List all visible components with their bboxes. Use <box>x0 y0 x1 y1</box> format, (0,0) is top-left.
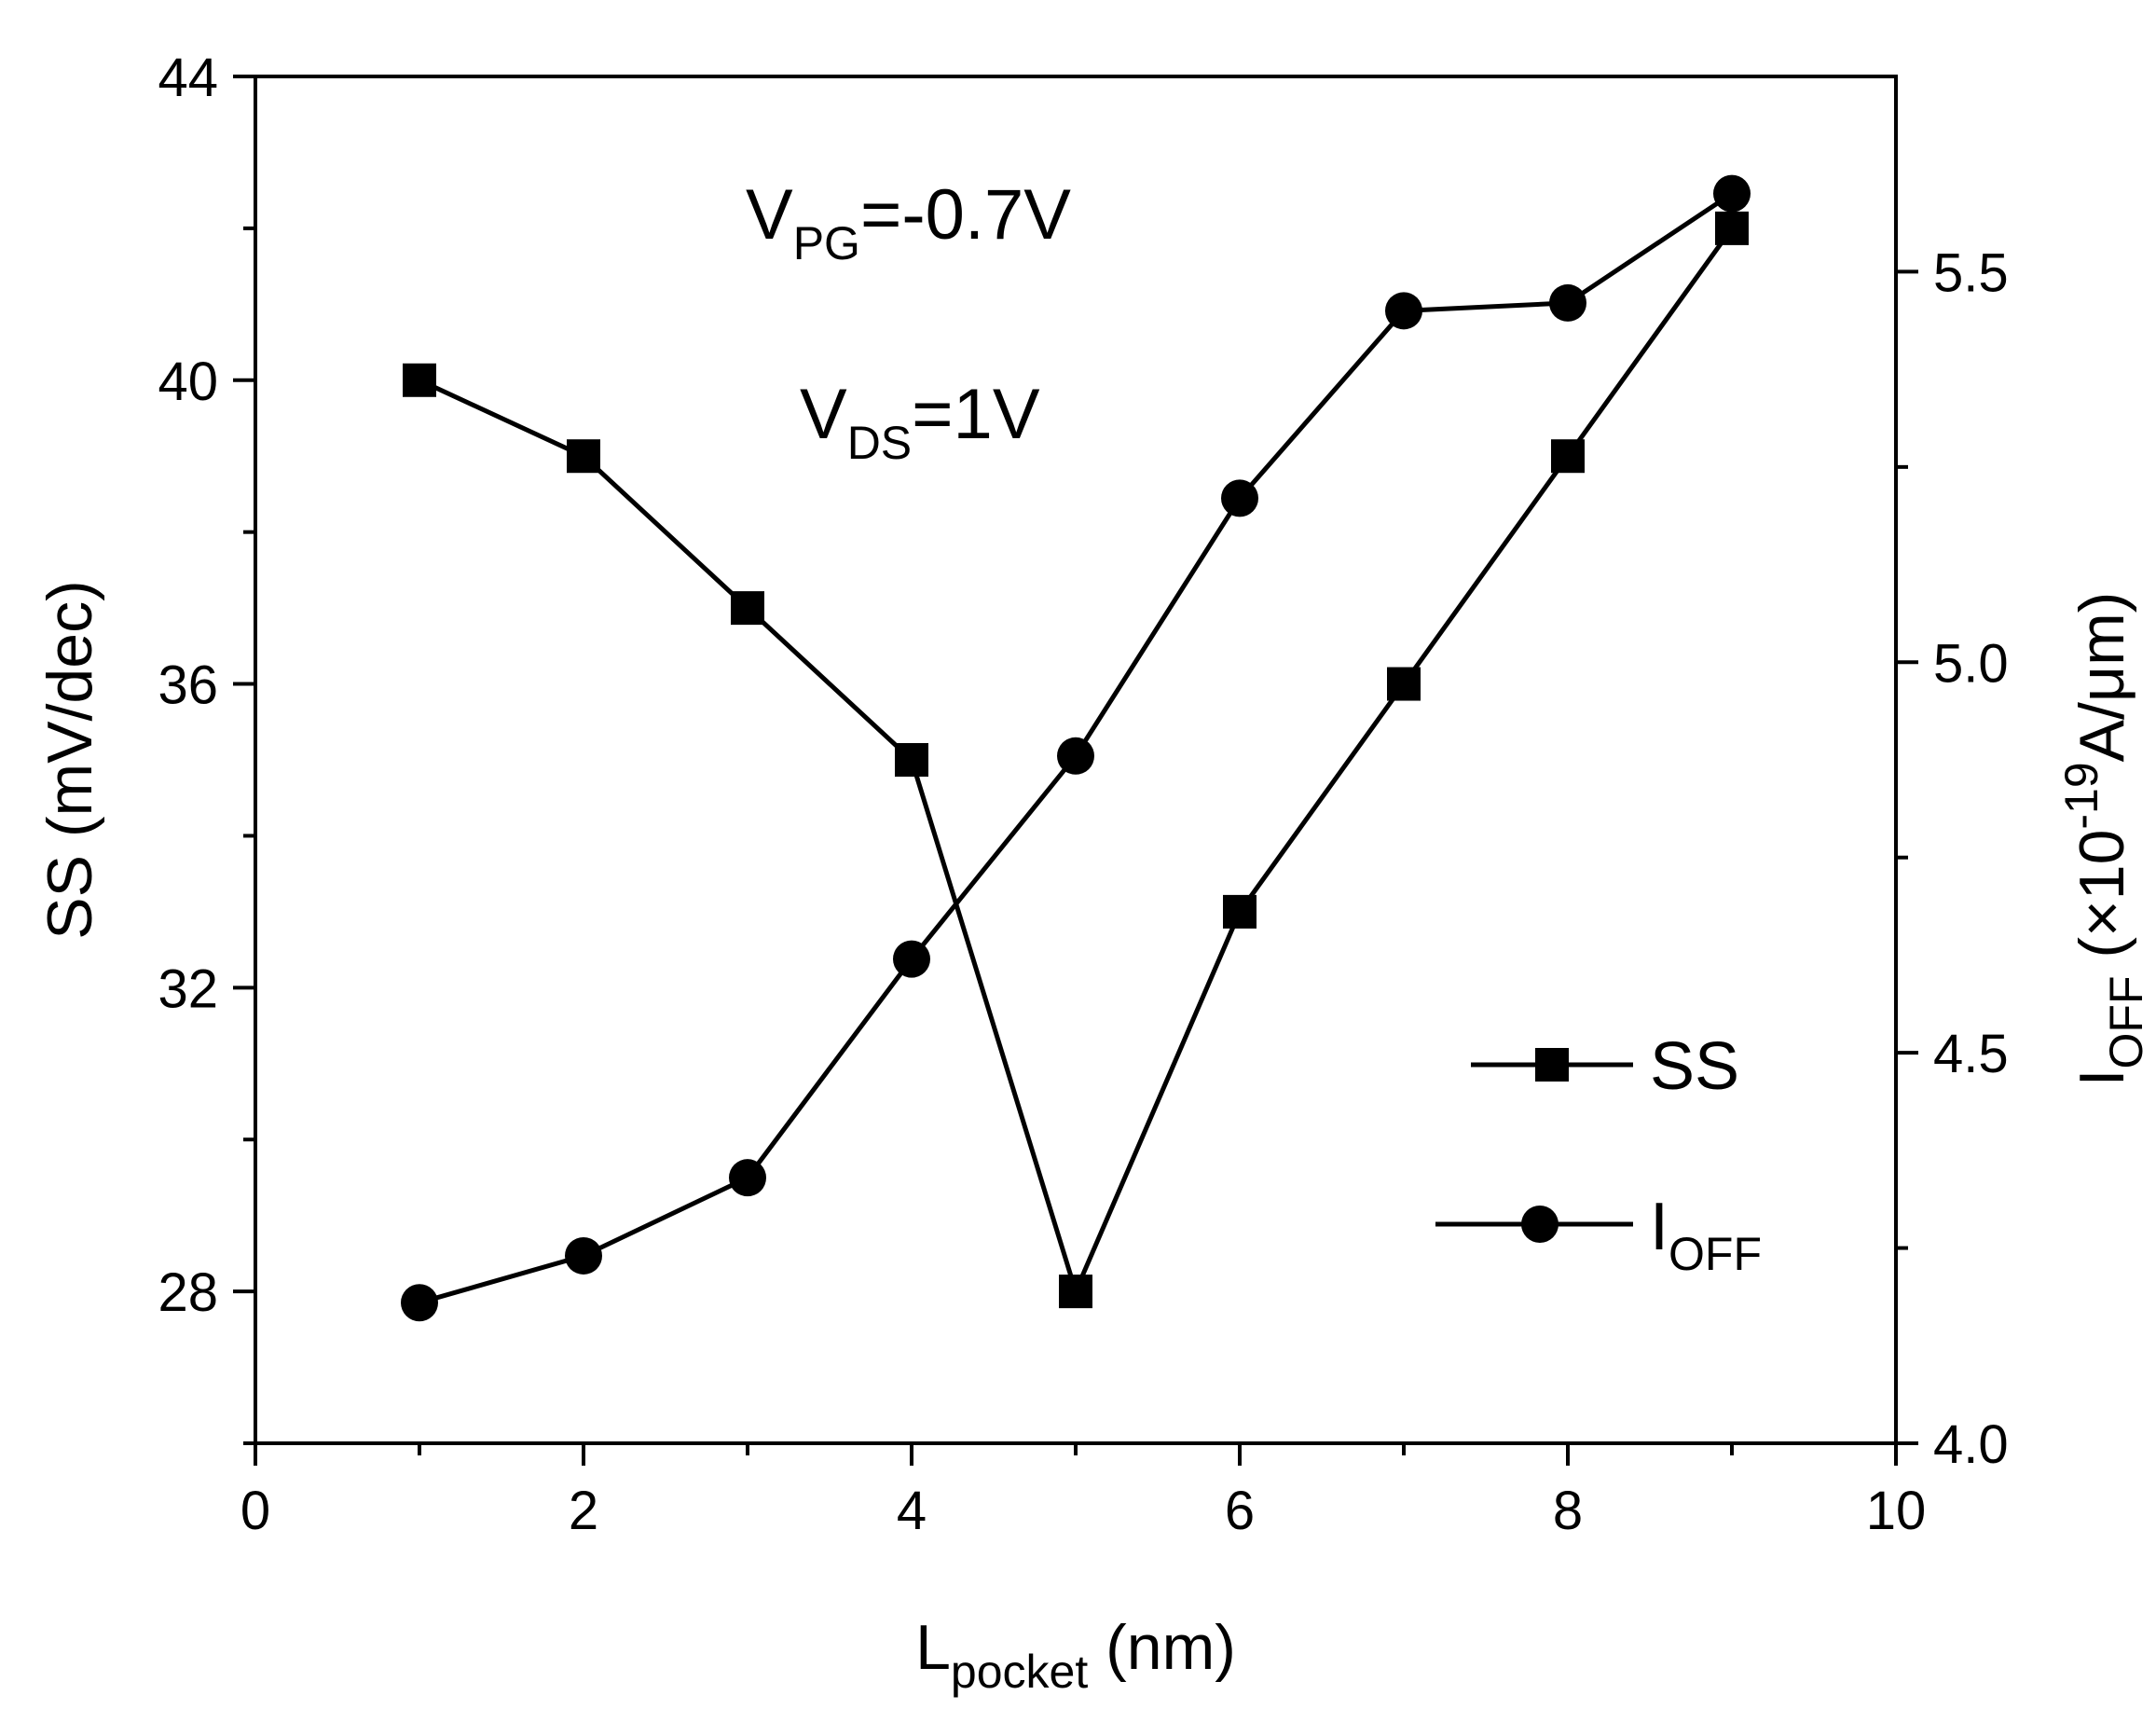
series-ss-point <box>1551 439 1585 474</box>
series-ss-point <box>1715 211 1749 245</box>
x-tick-label: 8 <box>1553 1481 1583 1541</box>
legend-ss-label-main: SS <box>1650 1029 1739 1104</box>
y-axis-right-title-pre: (×10 <box>2067 830 2137 976</box>
legend-ioff-label: IOFF <box>1650 1190 1762 1280</box>
ticks-layer: 0 2 4 6 8 10 28 32 36 40 44 4.0 4.5 5.0 5.5 <box>158 48 2008 1541</box>
series-ss-point <box>1059 1275 1092 1309</box>
y-left-tick-label: 44 <box>158 48 218 108</box>
annotation-vpg: VPG=-0.7V <box>746 175 1071 269</box>
y-left-tick-label: 28 <box>158 1262 218 1323</box>
series-ioff-point <box>1549 283 1586 322</box>
series-ioff-point <box>565 1236 602 1275</box>
series-ss-point <box>895 743 928 777</box>
legend-ss-label: SS <box>1650 1029 1739 1104</box>
series-ss-point <box>1387 667 1421 701</box>
y-axis-left-title: SS (mV/dec) <box>34 580 105 939</box>
y-right-tick-label: 4.5 <box>1933 1024 2009 1084</box>
series-layer <box>401 174 1751 1322</box>
legend-ioff-marker <box>1521 1206 1559 1243</box>
x-tick-label: 0 <box>240 1481 270 1541</box>
y-left-tick-label: 36 <box>158 655 218 716</box>
legend-ioff-label-main: I <box>1650 1190 1668 1264</box>
series-ss-point <box>403 363 436 397</box>
y-axis-right-title-main: I <box>2067 1068 2137 1086</box>
annotation-vds-sub: DS <box>847 417 912 469</box>
y-axis-right-title: IOFF (×10-19A/μm) <box>2055 592 2152 1087</box>
y-axis-right-title-sup: -19 <box>2055 762 2108 829</box>
y-axis-right-title-post: A/μm) <box>2067 592 2137 763</box>
x-tick-label: 6 <box>1225 1481 1255 1541</box>
annotation-vds: VDS=1V <box>800 375 1040 469</box>
y-axis-right-title-sub: OFF <box>2100 975 2152 1068</box>
legend: SS IOFF <box>1435 1029 1762 1280</box>
x-axis-title-main: L <box>915 1612 951 1683</box>
y-left-tick-label: 32 <box>158 958 218 1019</box>
x-axis-title-rest: (nm) <box>1088 1612 1236 1683</box>
series-ss-point <box>1223 894 1257 929</box>
x-axis-title: Lpocket (nm) <box>915 1612 1236 1698</box>
series-ioff-point <box>1057 737 1094 775</box>
annotation-vds-main: V <box>800 375 847 454</box>
y-right-tick-label: 5.5 <box>1933 242 2009 303</box>
series-ioff-point <box>1385 292 1422 330</box>
annotation-vpg-rest: =-0.7V <box>860 175 1071 255</box>
annotation-vpg-sub: PG <box>793 217 860 269</box>
annotation-vds-rest: =1V <box>912 375 1040 454</box>
series-ioff-point <box>1221 479 1258 517</box>
legend-ss-marker <box>1535 1048 1569 1082</box>
y-right-tick-label: 4.0 <box>1933 1414 2009 1475</box>
series-ioff-point <box>893 940 930 978</box>
series-ss-point <box>731 591 764 626</box>
x-tick-label: 4 <box>897 1481 927 1541</box>
x-tick-label: 2 <box>569 1481 598 1541</box>
annotation-vpg-main: V <box>746 175 793 255</box>
x-axis-title-sub: pocket <box>951 1646 1088 1698</box>
y-right-tick-label: 5.0 <box>1933 633 2009 694</box>
series-ioff-point <box>401 1284 438 1322</box>
series-ss-point <box>567 439 600 474</box>
series-ioff-point <box>1713 174 1751 213</box>
series-ioff-point <box>729 1159 766 1197</box>
y-left-tick-label: 40 <box>158 351 218 412</box>
x-tick-label: 10 <box>1866 1481 1927 1541</box>
legend-ioff-label-sub: OFF <box>1668 1228 1762 1280</box>
